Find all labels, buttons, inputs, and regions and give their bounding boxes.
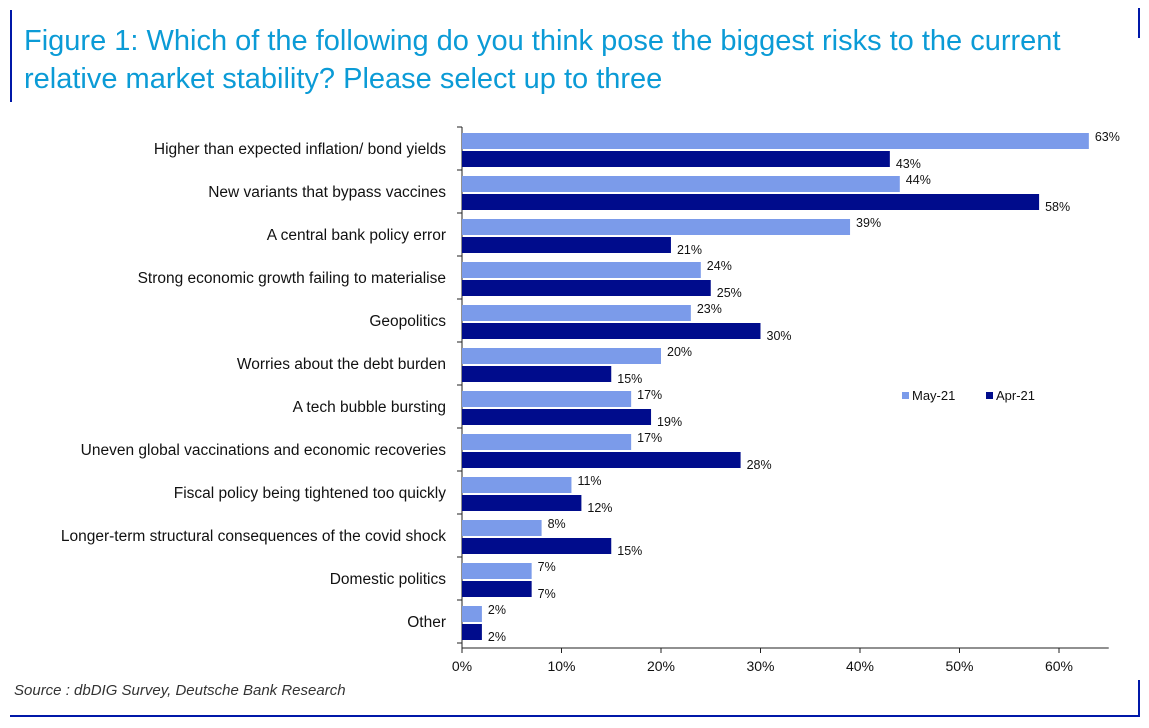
data-label: 63%	[1095, 130, 1120, 144]
bar-may-21	[462, 477, 572, 493]
data-label: 43%	[896, 157, 921, 171]
data-label: 30%	[767, 329, 792, 343]
legend-swatch-may-21	[902, 392, 909, 399]
category-label: Geopolitics	[369, 313, 446, 330]
category-label: Other	[407, 614, 446, 631]
data-label: 20%	[667, 345, 692, 359]
data-label: 11%	[577, 474, 601, 488]
bar-may-21	[462, 305, 691, 321]
bar-apr-21	[462, 366, 612, 382]
category-label: Domestic politics	[330, 571, 447, 588]
bar-apr-21	[462, 581, 532, 597]
data-label: 7%	[538, 587, 556, 601]
data-label: 28%	[747, 458, 772, 472]
bar-apr-21	[462, 495, 582, 511]
legend-swatch-apr-21	[986, 392, 993, 399]
data-label: 21%	[677, 243, 702, 257]
figure-title: Figure 1: Which of the following do you …	[24, 25, 1061, 95]
bar-may-21	[462, 563, 532, 579]
data-label: 12%	[587, 501, 612, 515]
bar-apr-21	[462, 280, 711, 296]
bar-may-21	[462, 391, 632, 407]
bar-apr-21	[462, 323, 761, 339]
bar-apr-21	[462, 452, 741, 468]
bar-may-21	[462, 348, 661, 364]
bar-may-21	[462, 520, 542, 536]
data-label: 23%	[697, 302, 722, 316]
bar-apr-21	[462, 624, 482, 640]
bar-may-21	[462, 262, 701, 278]
bar-apr-21	[462, 237, 671, 253]
category-label: New variants that bypass vaccines	[208, 184, 446, 201]
category-label: Longer-term structural consequences of t…	[61, 528, 446, 545]
x-tick-label: 40%	[846, 658, 874, 674]
bar-may-21	[462, 606, 482, 622]
bar-may-21	[462, 133, 1089, 149]
bar-may-21	[462, 219, 851, 235]
category-label: Strong economic growth failing to materi…	[138, 270, 446, 287]
x-tick-label: 20%	[647, 658, 675, 674]
data-label: 58%	[1045, 200, 1070, 214]
x-tick-label: 10%	[547, 658, 575, 674]
data-label: 24%	[707, 259, 732, 273]
bar-apr-21	[462, 409, 652, 425]
frame-bottom-border	[10, 715, 1140, 717]
data-label: 39%	[856, 216, 881, 230]
data-label: 8%	[548, 517, 566, 531]
bar-may-21	[462, 176, 900, 192]
x-tick-label: 50%	[945, 658, 973, 674]
category-label: A central bank policy error	[267, 227, 446, 244]
data-label: 17%	[637, 431, 662, 445]
category-label: Fiscal policy being tightened too quickl…	[174, 485, 447, 502]
data-label: 19%	[657, 415, 682, 429]
legend-label: Apr-21	[996, 388, 1035, 403]
category-label: Uneven global vaccinations and economic …	[81, 442, 447, 459]
frame-top-right-border	[1138, 8, 1140, 38]
bar-apr-21	[462, 538, 612, 554]
data-label: 44%	[906, 173, 931, 187]
data-label: 7%	[538, 560, 556, 574]
data-label: 17%	[637, 388, 662, 402]
category-label: Higher than expected inflation/ bond yie…	[154, 141, 446, 158]
data-label: 2%	[488, 603, 506, 617]
bar-may-21	[462, 434, 632, 450]
x-tick-label: 60%	[1045, 658, 1073, 674]
frame-left-border	[10, 10, 12, 102]
x-tick-label: 0%	[452, 658, 472, 674]
data-label: 15%	[617, 544, 642, 558]
legend-label: May-21	[912, 388, 955, 403]
category-label: A tech bubble bursting	[293, 399, 446, 416]
frame-bottom-right-border	[1138, 680, 1140, 717]
data-label: 15%	[617, 372, 642, 386]
source-note: Source : dbDIG Survey, Deutsche Bank Res…	[14, 682, 346, 699]
bar-apr-21	[462, 151, 890, 167]
data-label: 2%	[488, 630, 506, 644]
x-tick-label: 30%	[746, 658, 774, 674]
bar-apr-21	[462, 194, 1040, 210]
data-label: 25%	[717, 286, 742, 300]
category-label: Worries about the debt burden	[237, 356, 446, 373]
